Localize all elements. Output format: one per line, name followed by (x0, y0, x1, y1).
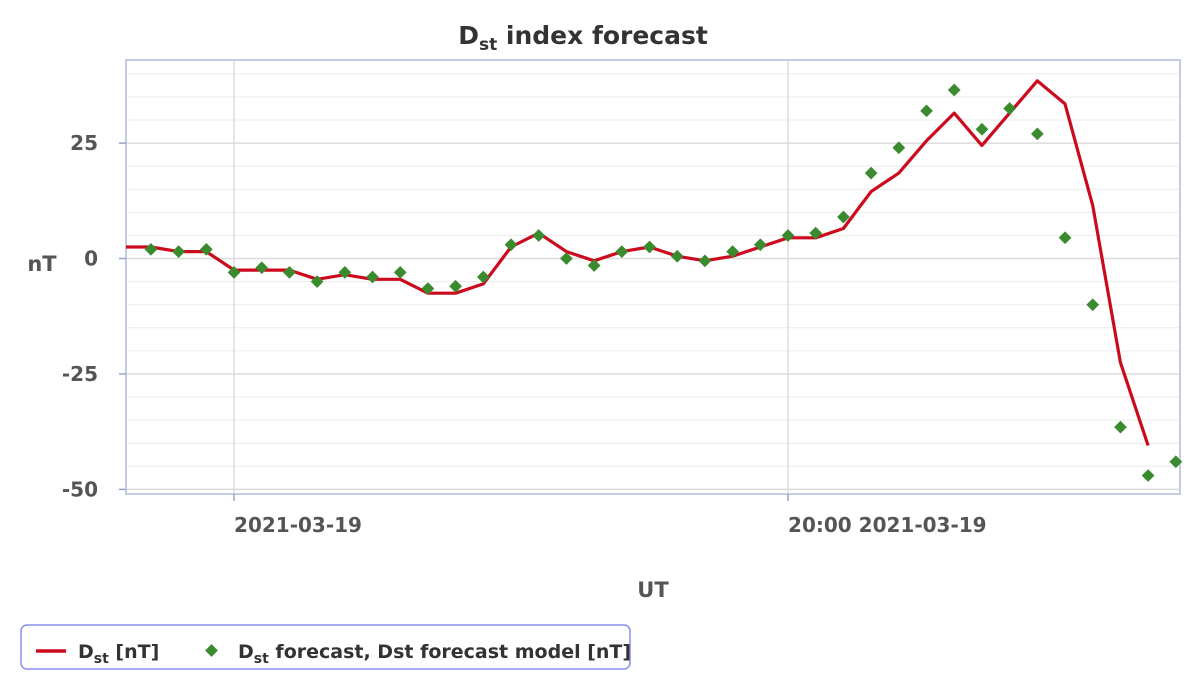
forecast-point (1141, 469, 1155, 482)
forecast-point (227, 266, 241, 279)
legend-entry-forecast: Dst forecast, Dst forecast model [nT] (238, 641, 631, 667)
forecast-point (1058, 231, 1072, 245)
y-tick-label: 0 (84, 247, 98, 271)
forecast-point (1003, 102, 1017, 115)
forecast-point (726, 245, 739, 258)
grid (126, 60, 1180, 494)
legend-dst-main: D (78, 641, 94, 663)
chart-title-rest: index forecast (497, 21, 708, 50)
forecast-point (532, 229, 546, 242)
forecast-point (864, 166, 878, 180)
forecast-point (753, 238, 767, 252)
forecast-point (615, 245, 629, 258)
forecast-point (144, 242, 158, 256)
x-tick-label: 2021-03-19 (234, 513, 362, 537)
y-tick-label: -50 (62, 477, 98, 501)
forecast-point (504, 238, 518, 252)
y-axis: -50 -25 0 25 (62, 131, 126, 501)
forecast-point (920, 104, 933, 118)
forecast-point (338, 266, 352, 279)
y-tick-label: -25 (62, 362, 98, 386)
legend-forecast-rest: forecast, Dst forecast model [nT] (269, 641, 631, 663)
forecast-point (698, 254, 712, 268)
y-tick-label: 25 (70, 131, 98, 155)
x-axis: 2021-03-19 20:00 2021-03-19 (233, 494, 987, 537)
forecast-point (809, 226, 823, 240)
legend-forecast-main: D (238, 641, 254, 663)
forecast-point (1030, 127, 1044, 141)
y-axis-title: nT (27, 252, 57, 276)
chart-title-sub: st (479, 35, 497, 55)
legend-dst-sub: st (94, 651, 109, 667)
forecast-point (781, 229, 795, 242)
forecast-point (1114, 420, 1127, 434)
forecast-point (587, 259, 601, 272)
legend-forecast-sub: st (254, 651, 269, 667)
forecast-point (199, 242, 213, 256)
chart-title: Dst index forecast (458, 21, 708, 55)
forecast-point (393, 266, 407, 279)
legend: Dst [nT] Dst forecast, Dst forecast mode… (20, 624, 631, 670)
legend-box (20, 624, 631, 670)
forecast-point (283, 266, 296, 279)
legend-entry-dst: Dst [nT] (78, 641, 159, 667)
forecast-point (947, 83, 961, 97)
forecast-point (421, 282, 435, 295)
chart-title-main: D (458, 21, 479, 50)
forecast-point (670, 249, 684, 263)
plot-frame (125, 59, 1181, 495)
dst-line-path (126, 79, 1150, 447)
legend-dst-rest: [nT] (109, 641, 159, 663)
x-axis-title: UT (637, 578, 669, 602)
x-tick-label: 20:00 2021-03-19 (788, 513, 987, 537)
forecast-point (643, 240, 656, 254)
forecast-point (1086, 298, 1100, 312)
forecast-point (975, 122, 989, 136)
series-dst-line (126, 79, 1150, 447)
forecast-point (172, 245, 185, 258)
forecast-point (255, 261, 269, 275)
forecast-point (476, 270, 490, 284)
